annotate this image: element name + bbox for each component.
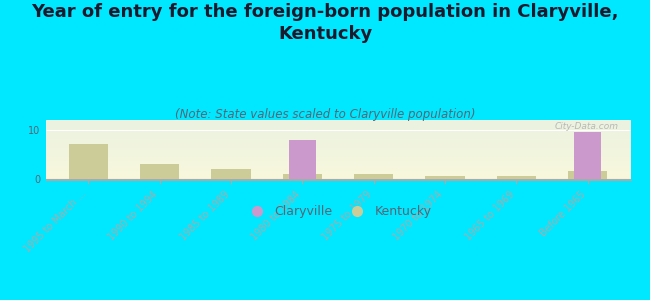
- Bar: [283, 174, 322, 178]
- Bar: [574, 132, 601, 178]
- Bar: [289, 140, 316, 178]
- Bar: [140, 164, 179, 178]
- Bar: [568, 171, 607, 178]
- Text: (Note: State values scaled to Claryville population): (Note: State values scaled to Claryville…: [175, 108, 475, 121]
- Legend: Claryville, Kentucky: Claryville, Kentucky: [239, 200, 437, 223]
- Bar: [497, 176, 536, 178]
- Text: City-Data.com: City-Data.com: [555, 122, 619, 131]
- Bar: [354, 174, 393, 178]
- Bar: [425, 176, 465, 178]
- Bar: [69, 144, 108, 178]
- Bar: [211, 169, 251, 178]
- Text: Year of entry for the foreign-born population in Claryville,
Kentucky: Year of entry for the foreign-born popul…: [31, 3, 619, 43]
